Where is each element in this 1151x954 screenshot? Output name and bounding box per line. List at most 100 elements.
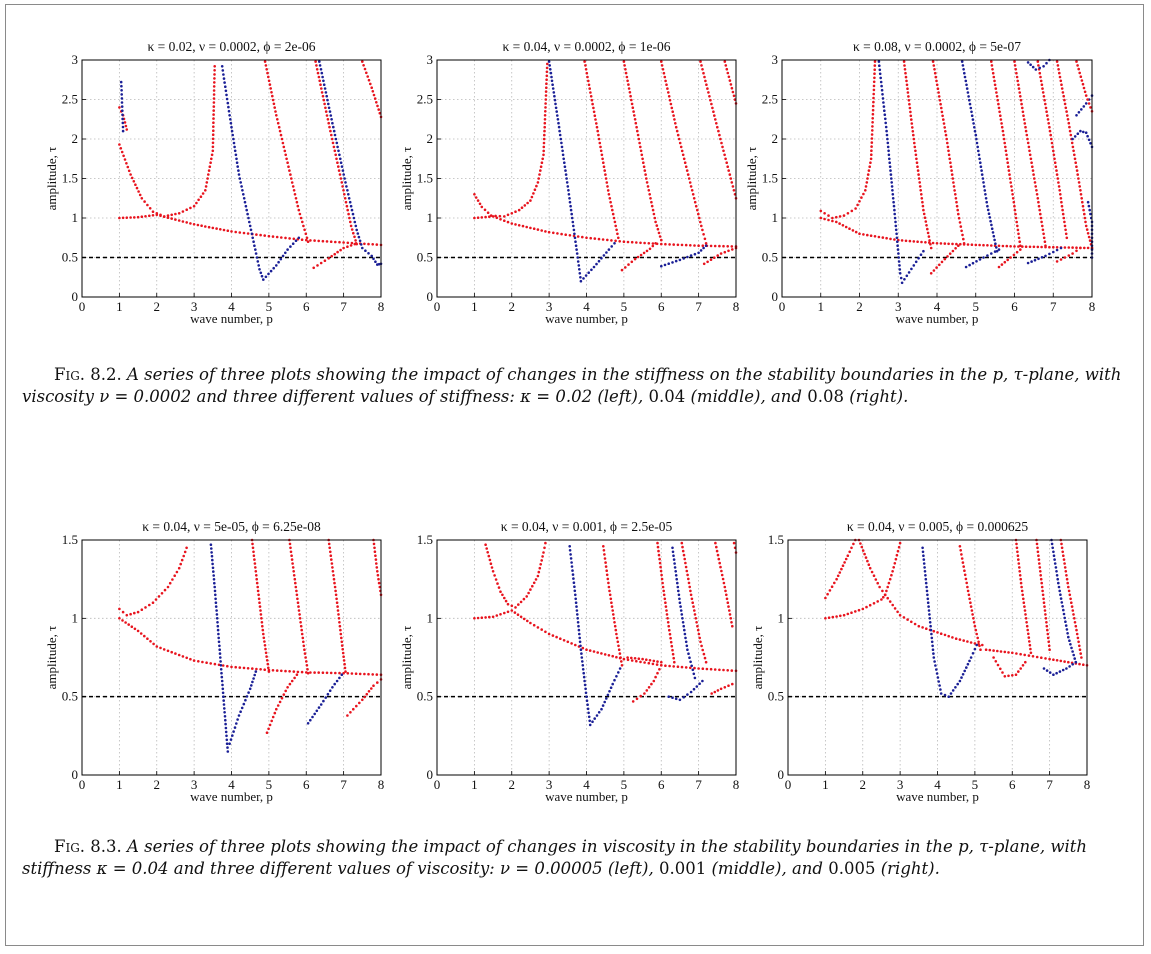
- data-point: [701, 679, 704, 683]
- data-point: [933, 68, 936, 71]
- data-point: [902, 60, 906, 63]
- data-point: [162, 648, 166, 651]
- data-point: [1023, 653, 1026, 657]
- data-point: [213, 73, 216, 76]
- data-point: [651, 242, 655, 245]
- data-point: [495, 216, 499, 220]
- data-point: [963, 71, 966, 75]
- data-point: [697, 244, 700, 247]
- data-point: [274, 110, 277, 113]
- data-point: [572, 577, 575, 580]
- data-point: [136, 215, 140, 219]
- data-point: [1078, 71, 1081, 75]
- data-point: [1044, 106, 1048, 110]
- data-point: [372, 542, 376, 546]
- data-point: [721, 145, 724, 149]
- data-point: [1039, 577, 1043, 581]
- data-point: [635, 241, 638, 244]
- data-point: [602, 165, 606, 168]
- data-point: [1047, 640, 1050, 644]
- x-tick-label: 8: [378, 299, 385, 314]
- data-point: [295, 593, 299, 597]
- data-point: [277, 260, 280, 264]
- data-point: [646, 185, 650, 188]
- data-point: [992, 234, 996, 238]
- data-point: [884, 117, 887, 121]
- data-point: [262, 636, 266, 640]
- data-point: [1058, 71, 1061, 75]
- data-point: [691, 193, 695, 196]
- data-point: [975, 643, 978, 647]
- data-point: [859, 542, 862, 545]
- data-point: [521, 224, 525, 228]
- data-point: [570, 642, 573, 645]
- data-point: [292, 570, 296, 573]
- y-tick-label: 1: [72, 610, 79, 625]
- page-frame: [5, 4, 1144, 946]
- data-point: [886, 145, 890, 149]
- data-point: [1073, 135, 1077, 138]
- data-point: [995, 246, 998, 249]
- data-point: [119, 80, 123, 84]
- data-point: [304, 232, 308, 236]
- data-point: [183, 550, 187, 554]
- data-point: [376, 681, 379, 684]
- data-point: [877, 235, 881, 239]
- data-point: [476, 616, 480, 620]
- data-point: [708, 95, 711, 98]
- data-point: [222, 77, 226, 80]
- data-point: [690, 664, 693, 668]
- data-point: [630, 98, 633, 102]
- data-point: [213, 589, 217, 593]
- data-point: [1066, 114, 1069, 117]
- data-point: [997, 106, 1001, 110]
- data-point: [586, 703, 589, 706]
- data-point: [575, 252, 579, 255]
- data-point: [614, 224, 617, 228]
- data-point: [263, 234, 266, 237]
- data-point: [602, 545, 605, 548]
- data-point: [245, 695, 249, 698]
- data-point: [570, 561, 573, 564]
- data-point: [1063, 102, 1067, 106]
- data-point: [1026, 61, 1030, 64]
- data-point: [247, 691, 250, 694]
- data-point: [668, 664, 671, 668]
- data-point: [1059, 79, 1063, 83]
- data-point: [689, 593, 693, 597]
- data-point: [681, 545, 684, 549]
- data-point: [231, 133, 234, 137]
- data-point: [672, 554, 675, 557]
- data-point: [1038, 566, 1042, 569]
- data-point: [332, 574, 335, 577]
- data-point: [947, 634, 950, 638]
- data-point: [574, 643, 577, 647]
- y-tick-label: 1: [427, 610, 434, 625]
- data-point: [1047, 122, 1050, 125]
- data-point: [215, 609, 218, 612]
- data-point: [350, 208, 354, 212]
- data-point: [943, 693, 947, 697]
- data-point: [897, 256, 900, 259]
- data-point: [220, 675, 224, 679]
- data-point: [937, 91, 940, 94]
- data-point: [275, 707, 278, 711]
- data-point: [561, 153, 565, 157]
- data-point: [912, 240, 916, 243]
- data-point: [722, 149, 725, 153]
- data-point: [173, 574, 176, 577]
- data-point: [340, 165, 344, 168]
- data-point: [978, 258, 982, 261]
- data-point: [923, 566, 926, 569]
- data-point: [997, 244, 1001, 248]
- data-point: [273, 711, 277, 715]
- data-point: [924, 581, 928, 585]
- data-point: [361, 246, 364, 250]
- data-point: [588, 723, 592, 727]
- data-point: [864, 185, 868, 188]
- data-point: [912, 133, 915, 137]
- data-point: [1035, 193, 1039, 196]
- data-point: [1052, 149, 1055, 153]
- data-point: [1058, 75, 1062, 79]
- data-point: [543, 114, 547, 117]
